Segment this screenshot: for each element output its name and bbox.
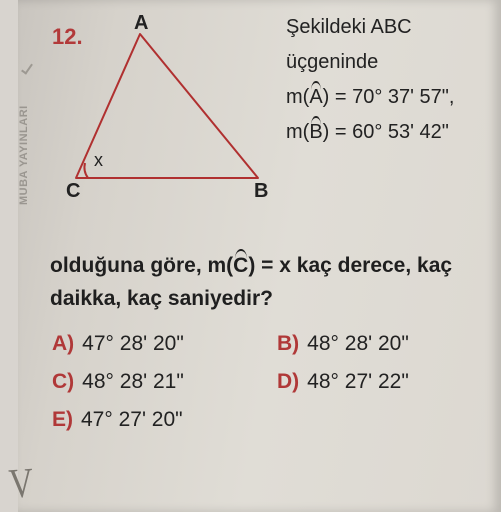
publisher-label: MUBA YAYINLARI — [18, 105, 30, 205]
mB-suffix: ) = 60° 53' 42" — [323, 121, 449, 143]
vertex-a-label: A — [134, 12, 148, 35]
prompt-part2: ) = x kaç derece, kaç — [248, 254, 452, 277]
handwritten-mark: V — [7, 459, 35, 509]
option-e-letter: E) — [52, 408, 73, 432]
angle-x-label: x — [94, 150, 103, 171]
option-b-letter: B) — [277, 332, 299, 356]
option-b[interactable]: B) 48° 28' 20" — [277, 332, 501, 356]
mB-prefix: m( — [286, 121, 309, 143]
given-text: Şekildeki ABC üçgeninde m(A) = 70° 37' 5… — [286, 12, 501, 152]
option-d-text: 48° 27' 22" — [307, 370, 409, 394]
prompt-var: C — [233, 250, 248, 283]
mA-prefix: m( — [286, 86, 309, 108]
prompt-part1: olduğuna göre, m( — [50, 254, 233, 277]
question-prompt: olduğuna göre, m(C) = x kaç derece, kaç … — [50, 250, 501, 315]
option-c[interactable]: C) 48° 28' 21" — [52, 370, 277, 394]
option-b-text: 48° 28' 20" — [307, 332, 409, 356]
option-a-text: 47° 28' 20" — [82, 332, 184, 356]
mA-var: A — [309, 82, 322, 113]
given-line2: üçgeninde — [286, 47, 501, 78]
given-line1: Şekildeki ABC — [286, 12, 501, 43]
option-e-text: 47° 27' 20" — [81, 408, 183, 432]
option-a-letter: A) — [52, 332, 74, 356]
mA-suffix: ) = 70° 37' 57", — [323, 86, 455, 108]
vertex-c-label: C — [66, 180, 80, 203]
given-angle-b: m(B) = 60° 53' 42" — [286, 117, 501, 148]
option-c-letter: C) — [52, 370, 74, 394]
page-surface: MUBA YAYINLARI 12. A B C x Şekildeki ABC… — [18, 0, 501, 512]
option-a[interactable]: A) 47° 28' 20" — [52, 332, 277, 356]
option-c-text: 48° 28' 21" — [82, 370, 184, 394]
mB-var: B — [309, 117, 322, 148]
prompt-part3: daikka, kaç saniyedir? — [50, 287, 273, 310]
option-d-letter: D) — [277, 370, 299, 394]
triangle-svg — [58, 20, 278, 210]
option-d[interactable]: D) 48° 27' 22" — [277, 370, 501, 394]
triangle-figure: A B C x — [58, 20, 278, 210]
vertex-b-label: B — [254, 180, 268, 203]
option-e[interactable]: E) 47° 27' 20" — [52, 408, 277, 432]
given-angle-a: m(A) = 70° 37' 57", — [286, 82, 501, 113]
margin-tick — [21, 61, 33, 74]
answer-options: A) 47° 28' 20" B) 48° 28' 20" C) 48° 28'… — [52, 332, 501, 446]
